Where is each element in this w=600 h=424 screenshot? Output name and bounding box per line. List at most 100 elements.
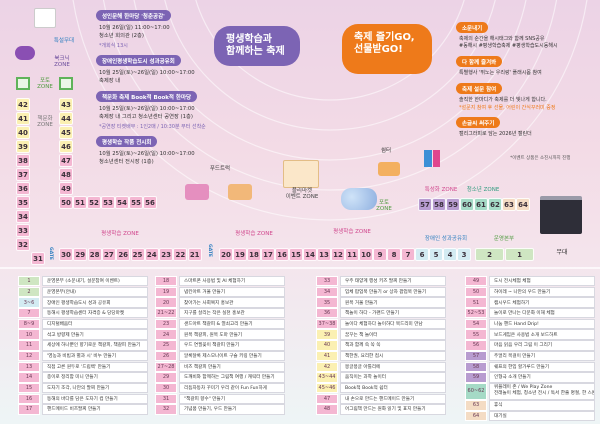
booth-program: 놀이로 만나는 다문화 이해 체험 <box>489 308 595 319</box>
booth-58[interactable]: 58 <box>432 198 446 211</box>
booth-39[interactable]: 39 <box>16 140 30 153</box>
booth-34[interactable]: 34 <box>16 210 30 223</box>
booth-32[interactable]: 32 <box>16 238 30 251</box>
event-title-0[interactable]: 성인문해 한마당 '청춘공감' <box>96 10 171 21</box>
booth-17[interactable]: 17 <box>261 248 275 261</box>
booth-program: 나눔 핸드 Hand Drip! <box>489 318 595 330</box>
booth-60[interactable]: 60 <box>460 198 474 211</box>
booth-10[interactable]: 10 <box>359 248 373 261</box>
event-detail: 축제장 내 그리고 청소년센터 공연장 (1층) <box>99 113 193 120</box>
booth-59[interactable]: 59 <box>446 198 460 211</box>
booth-37[interactable]: 37 <box>16 168 30 181</box>
booth-41[interactable]: 41 <box>16 112 30 125</box>
table-row: 12 '영농과 비빔과 별과 시' 비누 만들기 <box>18 350 148 362</box>
booth-27[interactable]: 27 <box>101 248 116 261</box>
promo-title-2[interactable]: 축제 설문 참여 <box>456 83 503 94</box>
booth-47[interactable]: 47 <box>59 154 73 167</box>
booth-number: 45~46 <box>316 382 338 394</box>
booth-29[interactable]: 29 <box>73 248 88 261</box>
booth-62[interactable]: 62 <box>488 198 502 211</box>
booth-46[interactable]: 46 <box>59 140 73 153</box>
booth-56[interactable]: 56 <box>143 196 157 209</box>
booth-12[interactable]: 12 <box>331 248 345 261</box>
promo-title-0[interactable]: 소문내기 <box>456 22 489 33</box>
booth-20[interactable]: 20 <box>219 248 233 261</box>
table-row: 20 찾아가는 사회복지 홍보관 <box>155 297 285 308</box>
booth-11[interactable]: 11 <box>345 248 359 261</box>
booth-14[interactable]: 14 <box>303 248 317 261</box>
main-stage-label: 무대 <box>556 249 568 256</box>
booth-4[interactable]: 4 <box>443 248 457 261</box>
booth-6[interactable]: 6 <box>415 248 429 261</box>
booth-52[interactable]: 52 <box>87 196 101 209</box>
female-restroom-icon <box>432 150 440 167</box>
table-row: 51 캠시우드 체험하기 <box>465 297 595 308</box>
promo-title-1[interactable]: 다 함께 즐겨봐 <box>456 56 503 67</box>
booth-2[interactable]: 2 <box>475 248 504 261</box>
booth-35[interactable]: 35 <box>16 196 30 209</box>
booth-8[interactable]: 8 <box>387 248 401 261</box>
booth-26[interactable]: 26 <box>116 248 131 261</box>
booth-16[interactable]: 16 <box>275 248 289 261</box>
booth-44[interactable]: 44 <box>59 112 73 125</box>
booth-3[interactable]: 3 <box>457 248 471 261</box>
booth-number: 48 <box>316 404 338 415</box>
booth-program: 움직이는 과학 놀이터 <box>340 372 446 383</box>
booth-36[interactable]: 36 <box>16 182 30 195</box>
booth-40[interactable]: 40 <box>16 126 30 139</box>
promo-title-3[interactable]: 손글씨 써주기 <box>456 117 501 128</box>
booth-program: 세상에 하나뿐인 향기로운 책갈피, 책갈피 만들기 <box>42 340 148 351</box>
booth-24[interactable]: 24 <box>144 248 159 261</box>
booth-30[interactable]: 30 <box>59 248 73 261</box>
table-row: 25 우드 연필꽂이 책갈피 만들기 <box>155 340 285 351</box>
booth-57[interactable]: 57 <box>418 198 432 211</box>
booth-number: 25 <box>155 340 177 351</box>
booth-22[interactable]: 22 <box>173 248 188 261</box>
booth-number: 17 <box>18 404 40 415</box>
booth-program: 우주 태양계 행성 키즈 팔찌 만들기 <box>340 276 446 287</box>
promo-footnote: *이벤트 상품은 소진시까지 진행 <box>510 156 571 161</box>
booth-number: 57 <box>465 350 487 362</box>
table-row: 42 몽글몽글 아틀리에 <box>316 361 446 372</box>
gate-1-label[interactable]: GATE <box>48 247 53 260</box>
booth-program: 보드게임은 사용법 소개 보드하트 <box>489 329 595 340</box>
booth-18[interactable]: 18 <box>247 248 261 261</box>
booth-5[interactable]: 5 <box>429 248 443 261</box>
table-row: 8~9 디지털배움터 <box>18 318 148 330</box>
booth-38[interactable]: 38 <box>16 154 30 167</box>
gate-2-label[interactable]: GATE <box>207 244 212 257</box>
booth-15[interactable]: 15 <box>289 248 303 261</box>
event-title-3[interactable]: 평생학습 작품 전시회 <box>96 136 158 147</box>
table-row: 50 하이레 ~ 나만의 우드 만들기 <box>465 286 595 298</box>
booth-33[interactable]: 33 <box>16 224 30 237</box>
booth-7[interactable]: 7 <box>401 248 415 261</box>
booth-21[interactable]: 21 <box>187 248 202 261</box>
rest-area-table-illustration <box>378 162 400 176</box>
booth-25[interactable]: 25 <box>130 248 145 261</box>
booth-48[interactable]: 48 <box>59 168 73 181</box>
event-title-2[interactable]: 책문화 축제 Book적 Book적 한마당 <box>96 91 198 102</box>
booth-9[interactable]: 9 <box>373 248 387 261</box>
booth-number: 19 <box>155 286 177 298</box>
booth-61[interactable]: 61 <box>474 198 488 211</box>
booth-50[interactable]: 50 <box>59 196 73 209</box>
table-row: 57 주얼리 목걸이 만들기 <box>465 350 595 362</box>
booth-13[interactable]: 13 <box>317 248 331 261</box>
booth-64[interactable]: 64 <box>516 198 530 211</box>
booth-54[interactable]: 54 <box>115 196 129 209</box>
booth-63[interactable]: 63 <box>502 198 516 211</box>
booth-19[interactable]: 19 <box>233 248 247 261</box>
booth-45[interactable]: 45 <box>59 126 73 139</box>
booth-31[interactable]: 31 <box>31 252 45 265</box>
booth-1[interactable]: 1 <box>505 248 534 261</box>
event-title-1[interactable]: 장애인평생학습도시 성과공유회 <box>96 55 181 66</box>
booth-55[interactable]: 55 <box>129 196 143 209</box>
booth-program: 캠시우드 체험하기 <box>489 297 595 308</box>
booth-28[interactable]: 28 <box>87 248 102 261</box>
booth-53[interactable]: 53 <box>101 196 115 209</box>
booth-51[interactable]: 51 <box>73 196 87 209</box>
booth-23[interactable]: 23 <box>159 248 174 261</box>
booth-43[interactable]: 43 <box>59 98 73 111</box>
booth-42[interactable]: 42 <box>16 98 30 111</box>
booth-49[interactable]: 49 <box>59 182 73 195</box>
